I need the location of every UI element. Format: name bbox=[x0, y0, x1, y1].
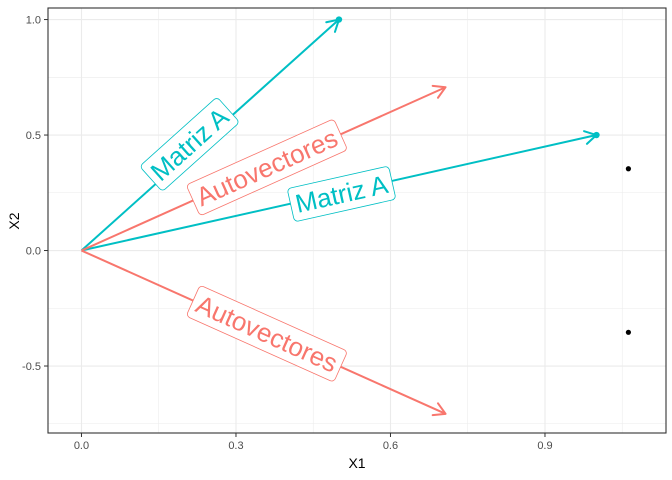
matriz-endpoint bbox=[593, 131, 600, 139]
x-tick-label: 0.0 bbox=[74, 440, 89, 452]
x-tick-label: 0.9 bbox=[537, 440, 552, 452]
data-point bbox=[625, 329, 632, 335]
x-tick-label: 0.3 bbox=[228, 440, 243, 452]
autovectores-label: Autovectores bbox=[187, 285, 347, 382]
matriz-label-box bbox=[287, 166, 396, 222]
grid bbox=[48, 8, 666, 433]
panel-border bbox=[47, 7, 667, 434]
matriz-label: Matriz A bbox=[287, 166, 396, 222]
axes: 0.0 0.3 0.6 0.9 -0.5 0.0 0.5 1.0 bbox=[22, 15, 553, 452]
autovectores-arrowhead bbox=[431, 402, 447, 417]
y-tick-label: 0.5 bbox=[26, 130, 41, 142]
points bbox=[335, 16, 632, 335]
autovectores-label-box bbox=[187, 285, 347, 382]
y-axis-title: X2 bbox=[6, 212, 22, 229]
y-tick-label: 1.0 bbox=[26, 15, 41, 27]
y-tick-label: -0.5 bbox=[22, 361, 41, 373]
matriz-endpoint bbox=[335, 16, 343, 23]
y-tick-label: 0.0 bbox=[26, 246, 41, 258]
x-tick-label: 0.6 bbox=[383, 440, 398, 452]
autovectores-arrowhead bbox=[431, 84, 447, 99]
autovectores-label-box bbox=[187, 119, 347, 216]
autovectores-label-text: Autovectores bbox=[192, 289, 343, 378]
x-axis-title: X1 bbox=[348, 455, 365, 471]
data-point bbox=[625, 166, 632, 172]
matriz-label-box bbox=[140, 98, 239, 191]
